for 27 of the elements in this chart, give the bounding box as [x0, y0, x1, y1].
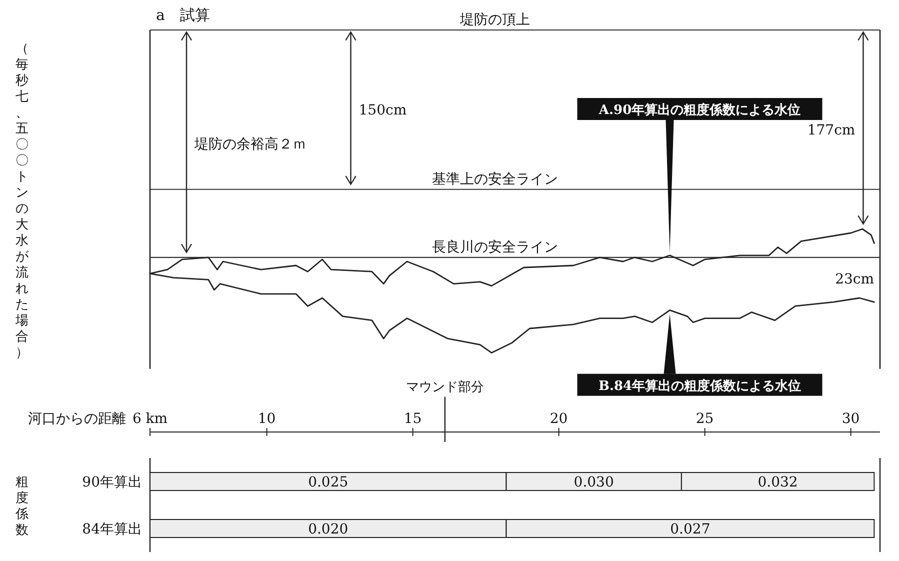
x-tick-label: 20 — [550, 411, 568, 427]
text: 150cm — [358, 102, 407, 119]
x-tick-label: 30 — [842, 411, 860, 427]
y-axis-title: 粗度係数 — [14, 475, 28, 538]
text: 堤防の余裕高２ｍ — [194, 136, 306, 153]
chart-title: a 試算 — [156, 6, 210, 24]
text: （毎秒七、五〇〇トンの大水が流れた場合） — [16, 41, 28, 360]
x-tick-label: 25 — [696, 411, 714, 427]
x-axis-title: 河口からの距離 — [28, 411, 126, 427]
annotation: 0.032 — [758, 474, 798, 490]
category-label: 90年算出 — [82, 474, 142, 490]
annotation: 23cm — [835, 271, 874, 288]
annotation: 0.025 — [308, 474, 348, 490]
ref-line-label: 堤防の頂上 — [459, 12, 530, 28]
category-label: 84年算出 — [82, 522, 142, 538]
ref-line-label: 長良川の安全ライン — [432, 239, 558, 256]
text: A.90年算出の粗度係数による水位 — [598, 102, 801, 118]
annotation: 0.030 — [574, 474, 614, 490]
ref-line-label: マウンド部分 — [406, 380, 484, 395]
annotation: 0.027 — [670, 522, 710, 538]
text: B.84年算出の粗度係数による水位 — [598, 378, 802, 394]
ref-line-label: 基準上の安全ライン — [432, 171, 558, 188]
annotation: 0.020 — [308, 522, 348, 538]
text: 177cm — [807, 122, 856, 138]
x-tick-label: 6 km — [132, 411, 168, 427]
x-tick-label: 10 — [258, 411, 276, 427]
x-tick-label: 15 — [404, 411, 422, 427]
